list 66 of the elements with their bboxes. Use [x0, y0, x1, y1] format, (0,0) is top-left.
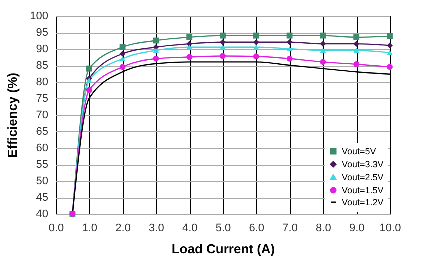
legend-label: Vout=2.5V: [342, 172, 384, 182]
point: [153, 38, 160, 44]
y-tick-label: 95: [36, 27, 48, 39]
point: [220, 32, 226, 39]
point: [253, 32, 260, 39]
point: [320, 32, 326, 39]
point: [120, 50, 126, 57]
x-tick-label: 10.0: [380, 222, 402, 234]
y-tick-label: 65: [36, 126, 48, 138]
x-tick-label: 7.0: [282, 222, 298, 234]
y-tick-label: 40: [36, 208, 48, 220]
point: [253, 54, 260, 60]
point: [387, 42, 393, 49]
point: [354, 48, 360, 54]
legend-label: Vout=3.3V: [342, 160, 384, 170]
x-tick-label: 0.0: [48, 222, 64, 234]
x-tick-label: 9.0: [349, 222, 365, 234]
y-tick-label: 60: [36, 142, 48, 154]
legend-label: Vout=5V: [342, 146, 376, 156]
point: [354, 62, 360, 68]
y-tick-label: 55: [36, 159, 48, 171]
y-tick-label: 45: [36, 192, 48, 204]
x-tick-label: 2.0: [116, 222, 131, 234]
point: [86, 87, 92, 94]
point: [320, 41, 326, 48]
x-tick-label: 3.0: [149, 222, 164, 234]
point: [354, 41, 360, 48]
legend-label: Vout=1.2V: [342, 198, 384, 208]
point: [320, 59, 326, 66]
point: [153, 56, 160, 62]
point: [286, 32, 293, 39]
y-tick-label: 50: [36, 176, 48, 188]
x-axis-title: Load Current (A): [172, 242, 276, 256]
x-tick-label: 8.0: [316, 222, 332, 234]
x-tick-label: 1.0: [82, 222, 98, 234]
point: [387, 64, 393, 70]
point: [220, 39, 226, 46]
point: [220, 53, 226, 60]
point: [220, 44, 226, 50]
y-tick-label: 70: [36, 110, 48, 122]
y-tick-label: 100: [30, 10, 48, 22]
point: [286, 56, 293, 62]
point: [387, 50, 393, 56]
point: [186, 44, 193, 50]
point: [120, 64, 126, 70]
point: [120, 44, 126, 50]
y-tick-label: 85: [36, 60, 48, 72]
point: [186, 54, 193, 60]
point: [387, 34, 393, 40]
point: [320, 48, 326, 54]
x-tick-label: 4.0: [182, 222, 198, 234]
x-tick-label: 6.0: [249, 222, 265, 234]
point: [86, 66, 92, 72]
y-axis-title: Efficiency (%): [5, 72, 20, 158]
legend-label: Vout=1.5V: [342, 186, 384, 196]
point: [286, 39, 293, 46]
point: [354, 34, 360, 40]
x-tick-label: 5.0: [216, 222, 232, 234]
y-tick-label: 75: [36, 93, 48, 105]
point: [253, 44, 260, 50]
y-tick-label: 80: [36, 76, 48, 88]
point: [153, 48, 160, 54]
y-tick-label: 90: [36, 44, 48, 56]
point: [286, 46, 293, 52]
point: [186, 34, 193, 40]
point: [120, 56, 126, 62]
